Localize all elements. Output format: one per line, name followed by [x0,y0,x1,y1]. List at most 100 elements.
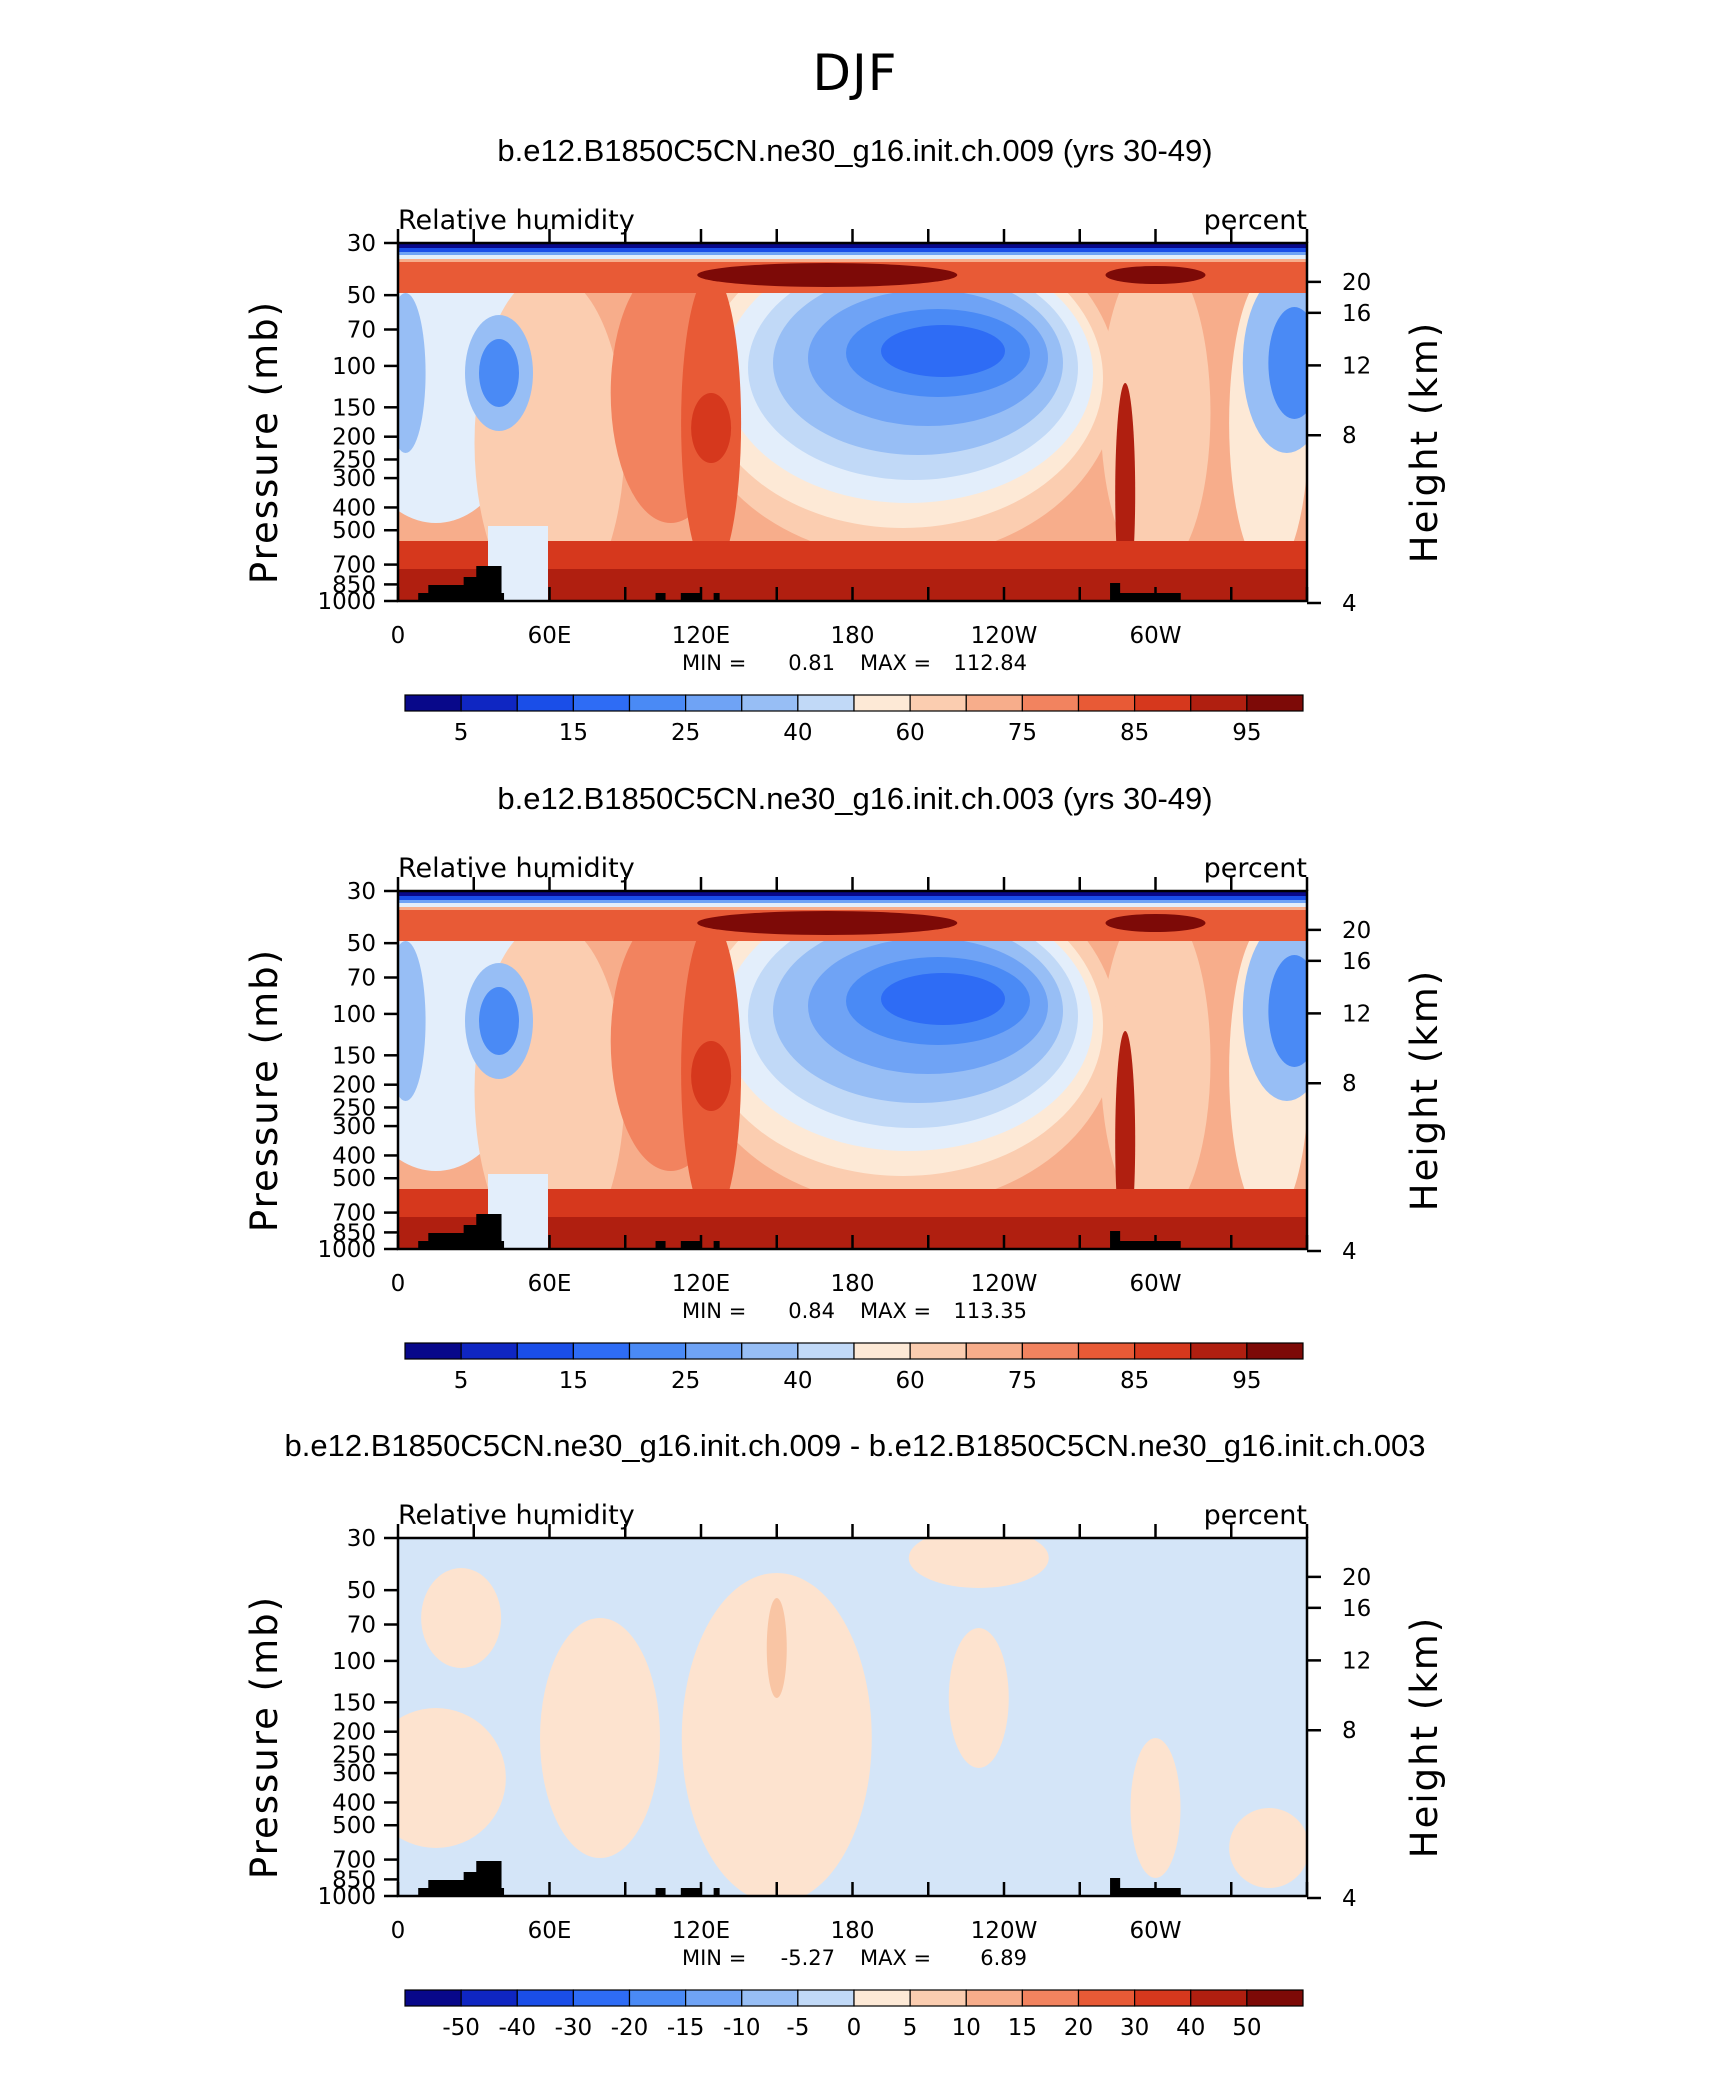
colorbar-box [404,1989,462,2007]
colorbar-label: 85 [1120,1368,1149,1394]
x-tick-label: 120E [672,623,730,649]
variable-label: Relative humidity [398,1500,635,1531]
colorbar-box [1021,694,1080,712]
y-tick-label: 850 [332,1220,376,1246]
right-tick-label: 8 [1342,1071,1357,1097]
x-tick-label: 60E [528,623,572,649]
right-tick-label: 12 [1342,1001,1371,1027]
colorbar-box [1246,1989,1304,2007]
left-axis-label: Pressure (mb) [243,300,286,584]
colorbar-box [1190,1989,1248,2007]
y-tick-label: 1000 [317,589,376,615]
panel-2-title: b.e12.B1850C5CN.ne30_g16.init.ch.003 (yr… [497,781,1213,816]
dry-zone-west-edge [398,941,426,1101]
dry-zone-west-edge [398,293,426,453]
stratosphere-layer-2 [398,248,1307,252]
y-tick-label: 300 [332,466,376,492]
y-tick-label: 700 [332,1848,376,1874]
colorbar-label: 75 [1008,720,1037,746]
right-tick-label: 8 [1342,1718,1357,1744]
terrain-block-115e [680,593,701,601]
tropopause-moist-core [697,263,958,287]
colorbar-label: 25 [671,720,700,746]
x-tick-label: 60E [528,1271,572,1297]
colorbar-box [685,694,743,712]
min-label: MIN = [682,1946,746,1970]
y-tick-label: 100 [332,1002,376,1028]
colorbar-label: 95 [1232,720,1261,746]
terrain-block-115e [680,1888,701,1896]
x-tick-label: 120W [971,1918,1038,1944]
colorbar-box [1190,694,1248,712]
colorbar-label: -40 [498,2015,536,2041]
x-tick-label: 60W [1129,1918,1181,1944]
colorbar-label: 85 [1120,720,1149,746]
colorbar-label: -30 [555,2015,593,2041]
terrain-block-125e [713,593,720,601]
units-label: percent [1204,853,1307,884]
y-tick-label: 1000 [317,1884,376,1910]
colorbar-box [1021,1342,1080,1360]
y-tick-label: 250 [332,1095,376,1121]
colorbar-box [1190,1342,1248,1360]
x-tick-label: 60W [1129,1271,1181,1297]
x-tick-label: 120W [971,623,1038,649]
max-value: 113.35 [954,1299,1027,1323]
min-label: MIN = [682,651,746,675]
stratosphere-layer-3 [398,252,1307,255]
colorbar-box [1246,1342,1304,1360]
x-tick-label: 180 [831,1918,875,1944]
terrain-andes [1110,1878,1181,1896]
y-tick-label: 200 [332,1073,376,1099]
colorbar-label: 60 [895,720,924,746]
terrain-block-100e [655,593,666,601]
colorbar-label: 95 [1232,1368,1261,1394]
terrain-block-100e [655,1888,666,1896]
colorbar-label: 15 [1008,2015,1037,2041]
y-tick-label: 150 [332,1690,376,1716]
y-tick-label: 150 [332,1043,376,1069]
contour-field [398,891,1307,1249]
diff-positive-region-1 [421,1568,502,1668]
right-tick-label: 12 [1342,1648,1371,1674]
y-tick-label: 100 [332,354,376,380]
colorbar-box [628,1342,687,1360]
terrain-block-125e [713,1888,720,1896]
colorbar-box [965,694,1023,712]
right-tick-label: 20 [1342,918,1371,944]
right-tick-label: 16 [1342,301,1371,327]
dry-zone-east-core [1268,955,1307,1067]
colorbar-box [853,1989,911,2007]
units-label: percent [1204,1500,1307,1531]
x-tick-label: 120W [971,1271,1038,1297]
units-label: percent [1204,205,1307,236]
colorbar-box [460,1989,518,2007]
stratosphere-layer-2 [398,896,1307,900]
terrain-andes [1110,1231,1181,1249]
colorbar-box [741,694,799,712]
stratosphere-layer-5 [398,907,1307,910]
right-axis-label: Height (km) [1403,321,1446,563]
y-tick-label: 500 [332,1813,376,1839]
colorbar-label: 50 [1232,2015,1261,2041]
x-tick-label: 0 [391,1271,406,1297]
min-value: -5.27 [781,1946,835,1970]
y-tick-label: 500 [332,518,376,544]
colorbar-box [404,1342,462,1360]
diff-positive-region-2 [398,1708,506,1848]
y-tick-label: 250 [332,1742,376,1768]
stratosphere-layer-1 [398,891,1307,896]
colorbar-label: -10 [723,2015,761,2041]
convection-core-120e [691,393,732,463]
colorbar-box [1134,1342,1192,1360]
stratosphere-layer-4 [398,255,1307,259]
x-tick-label: 120E [672,1271,730,1297]
colorbar-box [572,1342,631,1360]
colorbar-box [853,1342,911,1360]
colorbar-box [1246,694,1304,712]
variable-label: Relative humidity [398,205,635,236]
colorbar-box [1134,1989,1192,2007]
right-tick-label: 12 [1342,353,1371,379]
colorbar-label: 15 [559,720,588,746]
colorbar-label: 40 [783,1368,812,1394]
